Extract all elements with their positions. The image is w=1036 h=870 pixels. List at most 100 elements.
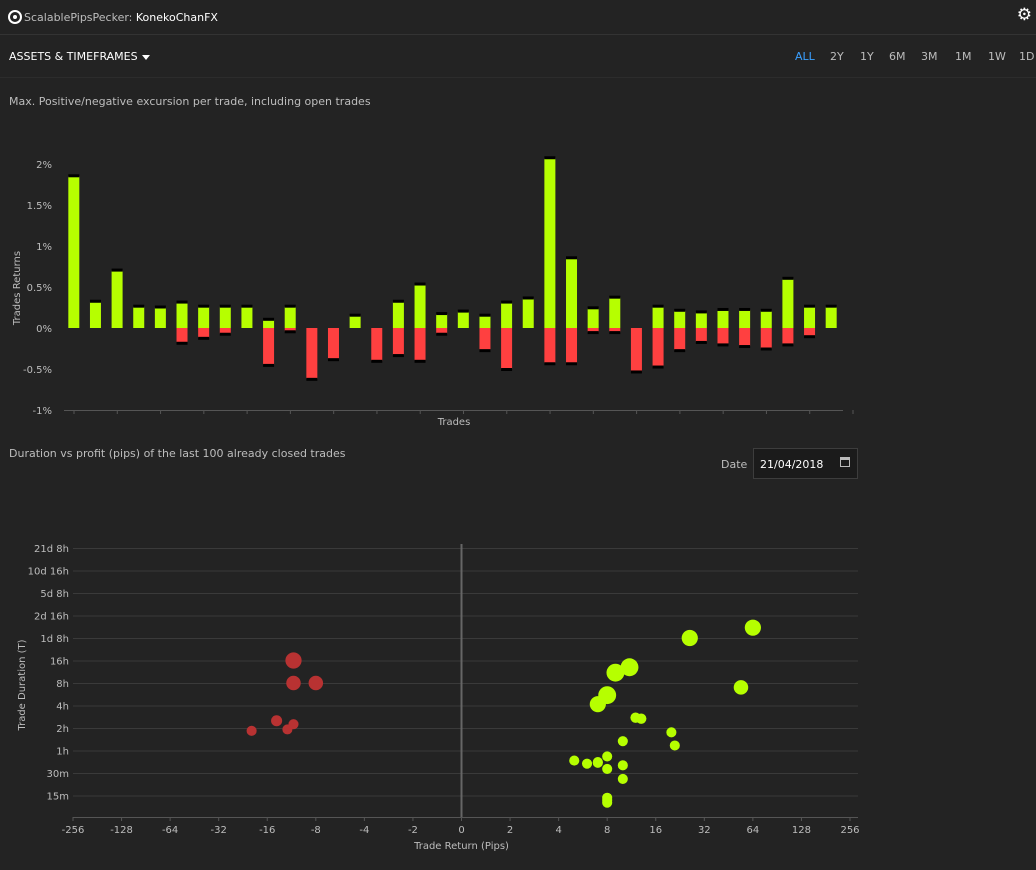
calendar-icon[interactable] bbox=[840, 457, 850, 467]
positive-excursion-bar bbox=[522, 298, 534, 328]
win-trade-point bbox=[602, 795, 613, 806]
bar-cap bbox=[392, 299, 404, 303]
bar-cap bbox=[804, 335, 816, 339]
bar-cap bbox=[414, 282, 426, 286]
loss-trade-point bbox=[286, 675, 301, 691]
bar-cap bbox=[241, 304, 253, 308]
bar-cap bbox=[219, 332, 231, 336]
positive-excursion-bar bbox=[392, 301, 404, 328]
timeframe-2y[interactable]: 2Y bbox=[830, 50, 844, 63]
negative-excursion-bar bbox=[760, 328, 772, 349]
positive-excursion-bar bbox=[825, 306, 837, 328]
bar-cap bbox=[804, 304, 816, 308]
negative-excursion-bar bbox=[695, 328, 707, 342]
x-tick-label: 256 bbox=[840, 825, 859, 836]
positive-excursion-bar bbox=[695, 312, 707, 328]
gear-icon[interactable]: ⚙ bbox=[1016, 5, 1032, 25]
positive-excursion-bar bbox=[349, 315, 361, 328]
negative-excursion-bar bbox=[630, 328, 642, 372]
positive-excursion-bar bbox=[760, 310, 772, 328]
bar-cap bbox=[306, 377, 318, 381]
negative-excursion-bar bbox=[652, 328, 664, 367]
positive-excursion-bar bbox=[198, 306, 210, 328]
bar-cap bbox=[284, 304, 296, 308]
bar-cap bbox=[760, 347, 772, 351]
x-tick-label: 32 bbox=[698, 825, 711, 836]
x-tick-label: -32 bbox=[211, 825, 227, 836]
timeframe-1d[interactable]: 1D bbox=[1019, 50, 1035, 63]
positive-excursion-bar bbox=[544, 158, 556, 328]
bar-cap bbox=[68, 174, 80, 178]
x-tick-label: -2 bbox=[408, 825, 418, 836]
timeframe-1m[interactable]: 1M bbox=[955, 50, 972, 63]
bar-cap bbox=[652, 365, 664, 369]
date-picker[interactable]: 21/04/2018 bbox=[753, 448, 858, 479]
x-tick-label: -256 bbox=[62, 825, 85, 836]
bar-cap bbox=[587, 331, 599, 335]
negative-excursion-bar bbox=[804, 328, 816, 337]
bar-cap bbox=[263, 363, 275, 367]
win-trade-point bbox=[681, 629, 698, 647]
account-name[interactable]: KonekoChanFX bbox=[135, 11, 218, 24]
bar-cap bbox=[782, 276, 794, 280]
x-tick-label: 2 bbox=[507, 825, 513, 836]
negative-excursion-bar bbox=[782, 328, 794, 345]
date-label: Date bbox=[721, 458, 748, 471]
negative-excursion-bar bbox=[263, 328, 275, 365]
timeframe-all[interactable]: ALL bbox=[795, 50, 815, 63]
win-trade-point bbox=[669, 740, 680, 751]
timeframe-1w[interactable]: 1W bbox=[988, 50, 1006, 63]
mfe-chart-title: Max. Positive/negative excursion per tra… bbox=[9, 95, 371, 108]
assets-timeframes-dropdown[interactable]: ASSETS & TIMEFRAMES bbox=[9, 50, 150, 63]
x-tick-label: 0 bbox=[458, 825, 464, 836]
y-tick-label: 21d 8h bbox=[34, 544, 69, 555]
top-bar: ScalablePipsPecker: KonekoChanFX ⚙ bbox=[0, 0, 1036, 35]
bar-cap bbox=[544, 156, 556, 160]
y-tick-label: 0% bbox=[36, 324, 52, 335]
negative-excursion-bar bbox=[392, 328, 404, 356]
bar-cap bbox=[219, 304, 231, 308]
assets-timeframes-label: ASSETS & TIMEFRAMES bbox=[9, 50, 138, 63]
bar-cap bbox=[695, 310, 707, 314]
loss-trade-point bbox=[282, 724, 293, 735]
y-tick-label: 15m bbox=[47, 792, 69, 803]
x-tick-label: 128 bbox=[792, 825, 811, 836]
positive-excursion-bar bbox=[111, 270, 123, 328]
filter-bar bbox=[0, 35, 1036, 78]
negative-excursion-bar bbox=[717, 328, 729, 345]
timeframe-3m[interactable]: 3M bbox=[921, 50, 938, 63]
bar-cap bbox=[154, 305, 166, 309]
positive-excursion-bar bbox=[501, 302, 513, 328]
bar-cap bbox=[609, 295, 621, 299]
timeframe-1y[interactable]: 1Y bbox=[860, 50, 874, 63]
bar-cap bbox=[760, 308, 772, 312]
win-trade-point bbox=[617, 773, 628, 784]
positive-excursion-bar bbox=[479, 315, 491, 328]
positive-excursion-bar bbox=[609, 297, 621, 328]
y-tick-label: -0.5% bbox=[23, 365, 52, 376]
x-tick-label: 64 bbox=[747, 825, 760, 836]
negative-excursion-bar bbox=[219, 328, 231, 334]
y-tick-label: 1.5% bbox=[27, 201, 52, 212]
y-tick-label: 1d 8h bbox=[40, 634, 69, 645]
bar-cap bbox=[479, 313, 491, 317]
bar-cap bbox=[566, 362, 578, 366]
bar-cap bbox=[436, 332, 448, 336]
y-tick-label: 2% bbox=[36, 160, 52, 171]
scatter-chart-title: Duration vs profit (pips) of the last 10… bbox=[9, 447, 346, 460]
negative-excursion-bar bbox=[306, 328, 318, 379]
positive-excursion-bar bbox=[717, 309, 729, 328]
x-tick-label: -128 bbox=[110, 825, 133, 836]
negative-excursion-bar bbox=[371, 328, 383, 361]
win-trade-point bbox=[581, 758, 593, 769]
y-tick-label: 0.5% bbox=[27, 283, 52, 294]
bar-cap bbox=[566, 256, 578, 260]
bar-cap bbox=[782, 343, 794, 347]
negative-excursion-bar bbox=[566, 328, 578, 364]
app-name: ScalablePipsPecker: bbox=[24, 11, 133, 24]
loss-trade-point bbox=[271, 715, 283, 727]
win-trade-point bbox=[733, 680, 749, 695]
positive-excursion-bar bbox=[587, 308, 599, 328]
timeframe-6m[interactable]: 6M bbox=[889, 50, 906, 63]
win-trade-point bbox=[666, 727, 677, 738]
